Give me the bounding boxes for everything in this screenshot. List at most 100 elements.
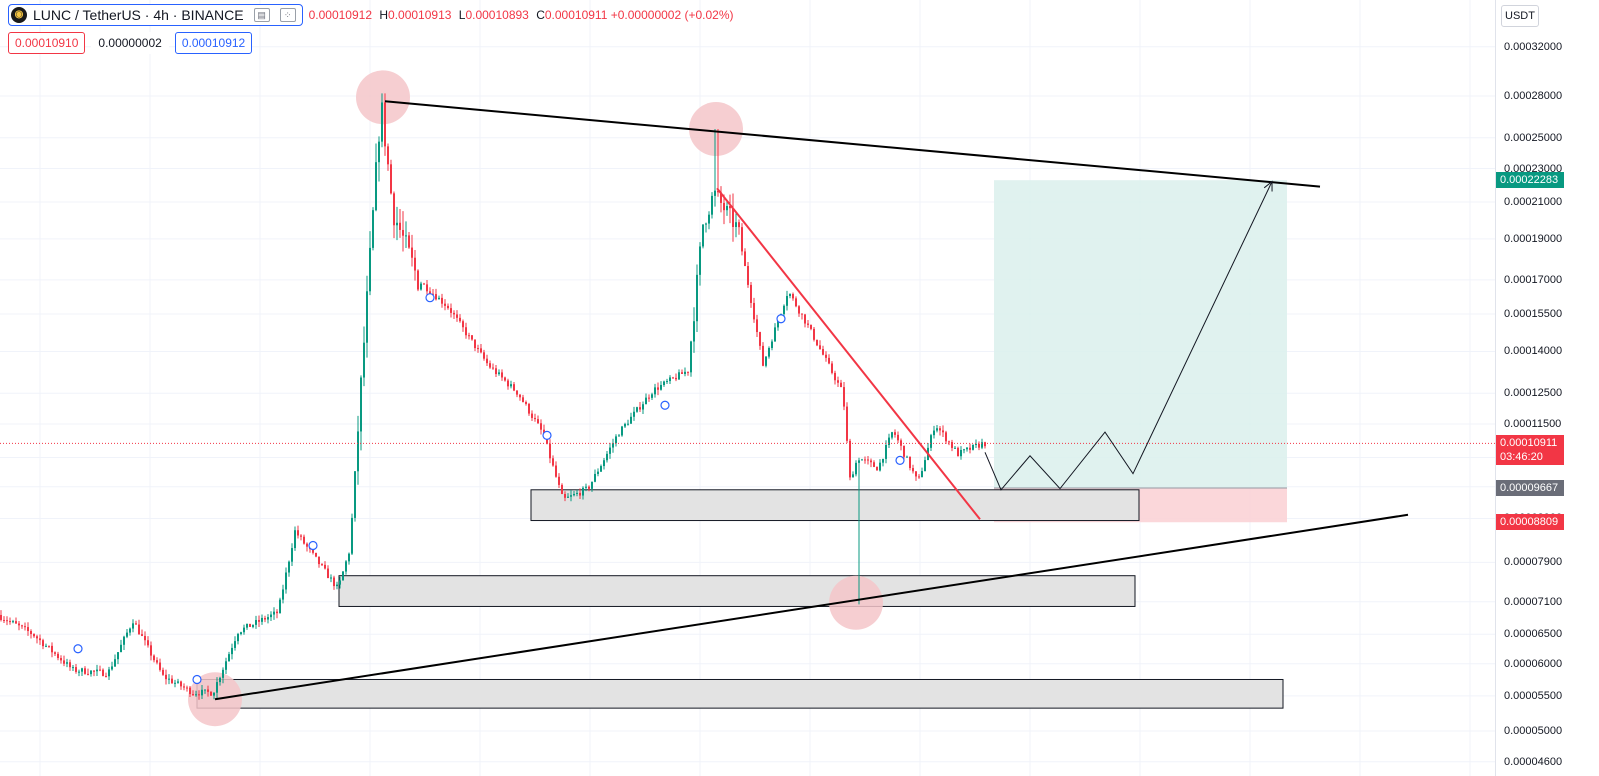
candle-body <box>909 456 911 469</box>
bar-countdown: 03:46:20 <box>1500 451 1543 464</box>
candle-body <box>963 449 965 451</box>
price-tick-label: 0.00019000 <box>1504 232 1563 245</box>
candle-body <box>522 397 524 402</box>
candle-body <box>663 381 665 385</box>
candle-body <box>423 283 425 285</box>
candle-body <box>195 694 197 696</box>
candle-body <box>279 599 281 614</box>
candle-body <box>9 621 11 623</box>
candle-body <box>681 372 683 374</box>
candle-body <box>6 620 8 622</box>
candle-body <box>588 486 590 489</box>
candle-body <box>495 368 497 375</box>
price-tick-label: 0.00006500 <box>1504 628 1563 641</box>
candle-body <box>426 284 428 292</box>
candle-body <box>483 352 485 359</box>
candle-body <box>948 441 950 443</box>
pivot-highlight-circle <box>829 575 883 630</box>
symbol-selector[interactable]: ◉ LUNC / TetherUS · 4h · BINANCE ▤ ⁘ <box>8 4 303 26</box>
entry-price-tag: 0.00009667 <box>1496 479 1564 496</box>
candle-body <box>972 444 974 450</box>
ohlc-h-label: H <box>379 8 389 22</box>
settings-icon[interactable]: ⁘ <box>279 8 296 22</box>
candle-body <box>63 660 65 664</box>
price-chart[interactable] <box>0 0 1495 776</box>
candle-body <box>564 493 566 498</box>
ohlc-values: 0.00010912 H0.00010913 L0.00010893 C0.00… <box>309 8 734 22</box>
price-tick-label: 0.00017000 <box>1504 273 1563 286</box>
candle-body <box>291 548 293 562</box>
candle-body <box>348 553 350 562</box>
candle-body <box>300 535 302 537</box>
price-tick-label: 0.00011500 <box>1504 417 1562 430</box>
trendlines <box>0 100 1495 701</box>
candle-body <box>540 423 542 430</box>
candle-body <box>552 458 554 466</box>
candle-body <box>678 372 680 380</box>
current-price-tag: 0.00010911 03:46:20 <box>1496 435 1564 466</box>
candle-body <box>666 381 668 383</box>
candle-body <box>12 621 14 623</box>
candle-body <box>810 324 812 329</box>
candle-body <box>747 266 749 285</box>
event-marker <box>192 674 202 685</box>
candle-body <box>150 645 152 656</box>
candle-body <box>516 390 518 395</box>
candle-body <box>801 313 803 315</box>
candle-body <box>231 647 233 655</box>
candle-body <box>381 102 383 142</box>
candle-body <box>51 645 53 653</box>
candle-body <box>312 549 314 553</box>
long-position-tool <box>994 180 1287 523</box>
candle-body <box>225 661 227 670</box>
candle-body <box>288 561 290 573</box>
candle-body <box>933 430 935 436</box>
candle-body <box>885 444 887 459</box>
candle-body <box>813 328 815 340</box>
candle-body <box>660 384 662 390</box>
ohlc-open: 0.00010912 <box>308 8 372 22</box>
candle-body <box>219 677 221 683</box>
candle-body <box>84 668 86 674</box>
candle-body <box>396 222 398 226</box>
candle-body <box>114 659 116 667</box>
candle-body <box>246 623 248 628</box>
sell-price-button[interactable]: 0.00010910 <box>8 32 86 54</box>
price-tick-label: 0.00006000 <box>1504 657 1563 670</box>
chart-area[interactable]: ◉ LUNC / TetherUS · 4h · BINANCE ▤ ⁘ 0.0… <box>0 0 1495 776</box>
price-tick-label: 0.00007100 <box>1504 595 1563 608</box>
candle-body <box>342 571 344 581</box>
candle-body <box>207 689 209 692</box>
candle-body <box>93 670 95 672</box>
candle-body <box>111 666 113 670</box>
currency-selector[interactable]: USDT <box>1501 5 1539 27</box>
candle-body <box>582 487 584 496</box>
candle-body <box>876 466 878 471</box>
price-axis[interactable]: USDT 0.00032000 0.00028000 0.00025000 0.000… <box>1495 0 1599 776</box>
candle-body <box>387 146 389 165</box>
candle-body <box>870 460 872 463</box>
candle-body <box>645 397 647 405</box>
candle-body <box>804 314 806 324</box>
candle-body <box>501 372 503 378</box>
candle-body <box>918 476 920 478</box>
candle-body <box>333 577 335 587</box>
candle-body <box>339 580 341 585</box>
price-tick-label: 0.00023000 <box>1504 162 1563 175</box>
candle-body <box>456 314 458 318</box>
candle-body <box>642 404 644 410</box>
compare-icon[interactable]: ▤ <box>253 8 270 22</box>
candle-body <box>315 552 317 557</box>
candle-body <box>360 377 362 432</box>
candle-body <box>228 654 230 662</box>
legend: ◉ LUNC / TetherUS · 4h · BINANCE ▤ ⁘ 0.0… <box>8 4 734 26</box>
ohlc-high: 0.00010913 <box>388 8 452 22</box>
candle-body <box>555 465 557 477</box>
candle-body <box>471 335 473 340</box>
candle-body <box>435 294 437 300</box>
buy-price-button[interactable]: 0.00010912 <box>174 32 253 54</box>
candle-body <box>198 694 200 696</box>
candle-body <box>222 669 224 678</box>
candle-body <box>633 411 635 417</box>
event-marker <box>308 540 318 551</box>
